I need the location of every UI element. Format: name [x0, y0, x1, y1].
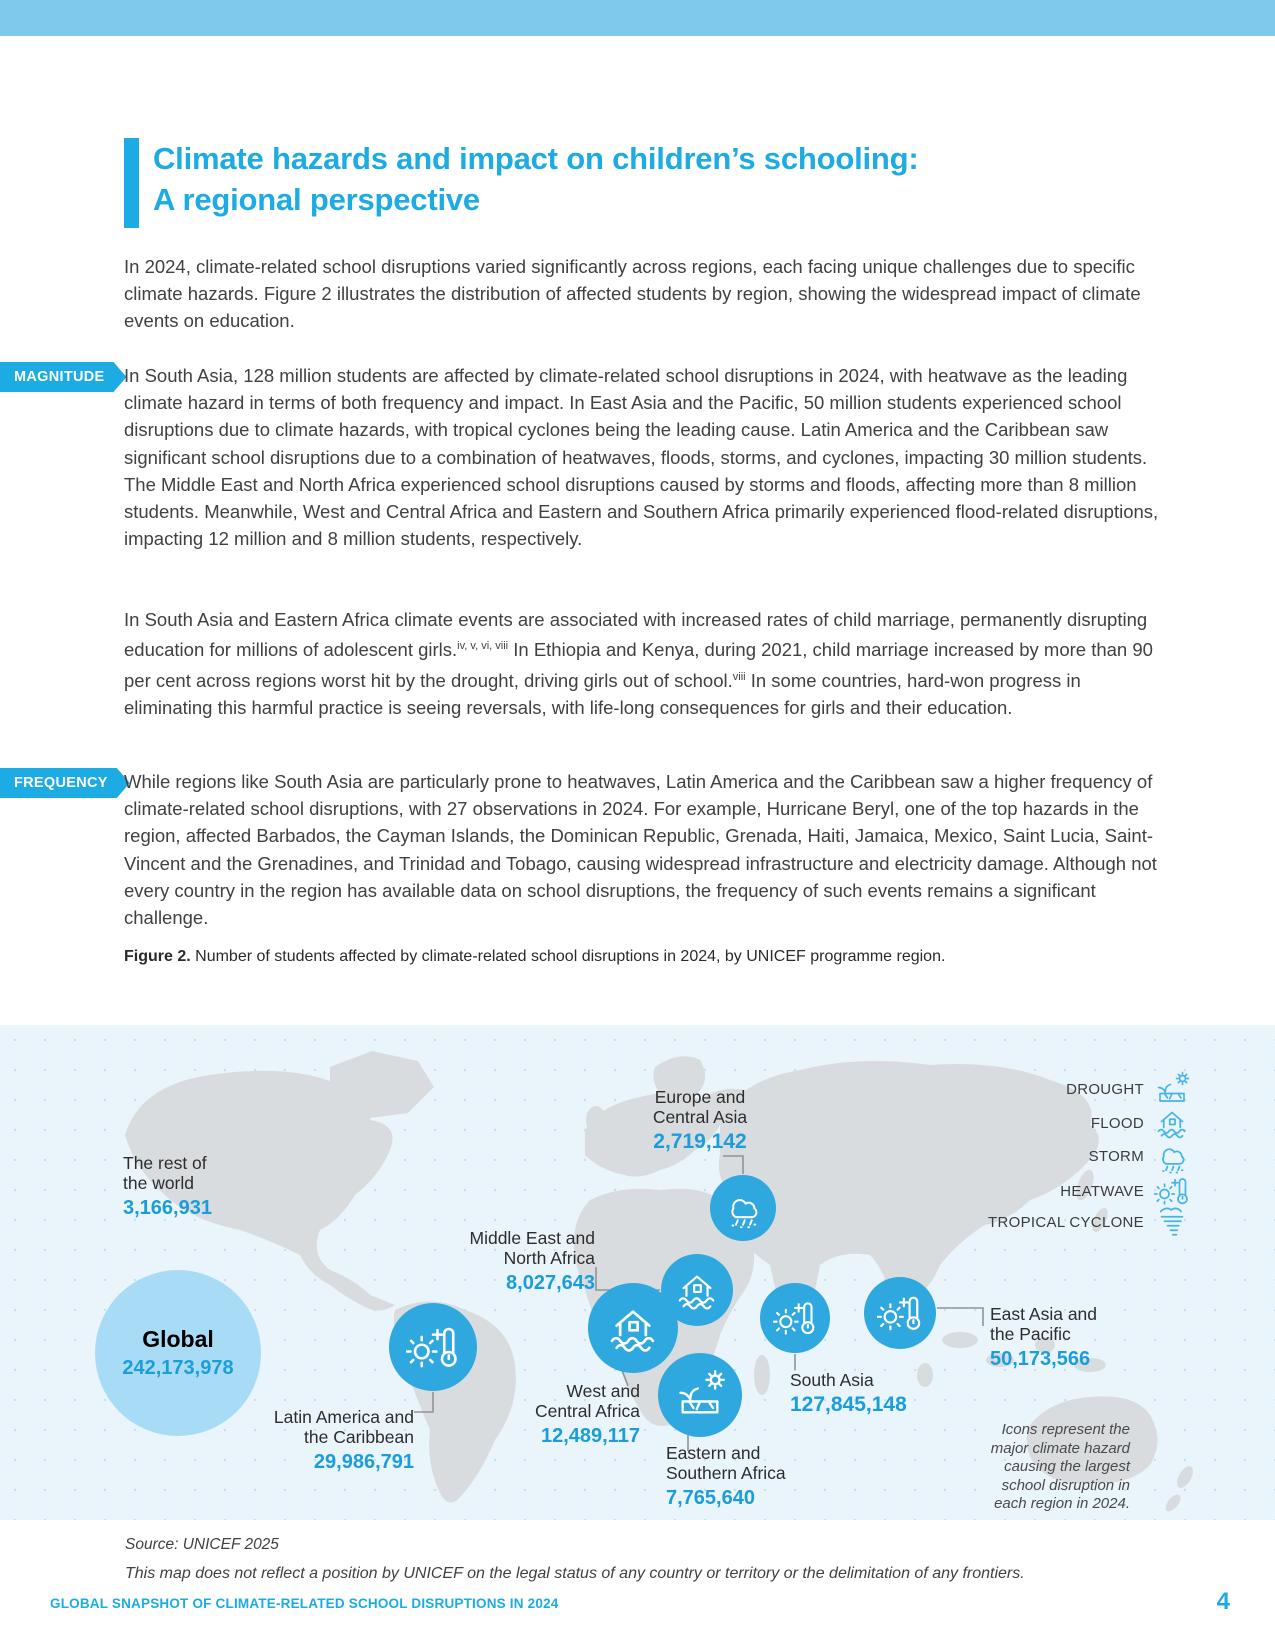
figure-caption: Figure 2. Number of students affected by… — [124, 948, 1184, 966]
tropical-cyclone-icon — [1154, 1204, 1190, 1240]
region-name: Middle East and North Africa — [469, 1228, 596, 1268]
region-name: Eastern and Southern Africa — [666, 1443, 786, 1483]
source-block: Source: UNICEF 2025 This map does not re… — [125, 1534, 1185, 1586]
region-value: 12,489,117 — [541, 1425, 640, 1447]
storm-icon — [722, 1187, 764, 1229]
page-number: 4 — [1216, 1588, 1230, 1615]
region-label-west-central-africa: West and Central Africa 12,489,117 — [460, 1381, 640, 1448]
region-label-south-asia: South Asia 127,845,148 — [790, 1370, 980, 1417]
legend-label: STORM — [1088, 1147, 1144, 1165]
heatwave-icon — [406, 1320, 460, 1374]
figure-caption-label: Figure 2. — [124, 948, 191, 965]
leader-line — [937, 1307, 984, 1326]
region-name: The rest of the world — [123, 1153, 207, 1193]
leader-line — [621, 1369, 629, 1387]
map-disclaimer: This map does not reflect a position by … — [125, 1565, 1025, 1582]
icons-note: Icons represent the major climate hazard… — [990, 1421, 1130, 1512]
global-value: 242,173,978 — [122, 1357, 234, 1379]
drought-icon — [1154, 1071, 1190, 1107]
citation-superscript-2: viii — [732, 670, 746, 683]
region-label-middle-east-north-africa: Middle East and North Africa 8,027,643 — [380, 1228, 596, 1295]
region-value: 50,173,566 — [990, 1348, 1091, 1370]
legend-label: FLOOD — [1090, 1114, 1144, 1132]
region-name: South Asia — [790, 1370, 874, 1390]
page-title-line1: Climate hazards and impact on children’s… — [153, 141, 919, 176]
marker-eastern-southern-africa — [658, 1353, 742, 1437]
frequency-paragraph: While regions like South Asia are partic… — [124, 771, 1157, 929]
top-accent-bar — [0, 0, 1275, 36]
marker-latin-america-caribbean — [389, 1303, 477, 1391]
legend-row-flood: FLOOD — [1091, 1106, 1190, 1140]
region-value: 7,765,640 — [666, 1487, 755, 1509]
child-marriage-part2: In Ethiopia and Kenya, during 2021, chil… — [124, 639, 1153, 691]
leader-line — [723, 1155, 744, 1174]
region-label-eastern-southern-africa: Eastern and Southern Africa 7,765,640 — [666, 1443, 856, 1510]
child-marriage-paragraph: In South Asia and Eastern Africa climate… — [124, 606, 1169, 721]
region-value: 8,027,643 — [506, 1272, 595, 1294]
child-marriage-part1: In South Asia and Eastern Africa climate… — [124, 609, 1148, 661]
marker-east-asia-pacific — [864, 1277, 936, 1349]
magnitude-paragraph: In South Asia, 128 million students are … — [124, 365, 1159, 550]
region-name: Europe and Central Asia — [652, 1087, 748, 1127]
heatwave-icon — [773, 1296, 817, 1340]
figure-map-panel: DROUGHT FLOOD STORM HEATWAVE TROPICAL CY… — [0, 1025, 1275, 1520]
storm-icon — [1154, 1138, 1190, 1174]
flood-icon — [605, 1300, 661, 1356]
title-accent-bar — [124, 138, 139, 228]
region-label-rest-of-world: The rest of the world 3,166,931 — [123, 1153, 323, 1220]
region-name: West and Central Africa — [534, 1381, 640, 1421]
legend-row-tropical-cyclone: TROPICAL CYCLONE — [988, 1205, 1190, 1239]
global-label: Global — [142, 1326, 214, 1352]
page-title-line2: A regional perspective — [153, 182, 480, 218]
legend-row-drought: DROUGHT — [1066, 1072, 1190, 1106]
source-line: Source: UNICEF 2025 — [125, 1536, 279, 1553]
legend-label: TROPICAL CYCLONE — [988, 1213, 1144, 1231]
region-name: Latin America and the Caribbean — [273, 1407, 414, 1447]
legend-row-storm: STORM — [1089, 1139, 1190, 1173]
citation-superscript-1: iv, v, vi, viii — [457, 640, 509, 653]
region-value: 2,719,142 — [653, 1130, 747, 1153]
region-name: East Asia and the Pacific — [990, 1304, 1098, 1344]
intro-paragraph: In 2024, climate-related school disrupti… — [124, 256, 1141, 332]
page-title: Climate hazards and impact on children’s… — [153, 138, 919, 228]
footer-title: GLOBAL SNAPSHOT OF CLIMATE-RELATED SCHOO… — [50, 1596, 559, 1611]
leader-line — [414, 1392, 434, 1413]
region-value: 29,986,791 — [313, 1451, 414, 1473]
marker-west-central-africa — [588, 1283, 678, 1373]
figure-caption-text: Number of students affected by climate-r… — [190, 948, 946, 965]
frequency-tag: FREQUENCY — [0, 768, 130, 798]
world-map — [125, 1051, 1193, 1512]
magnitude-tag: MAGNITUDE — [0, 362, 127, 392]
legend-label: DROUGHT — [1066, 1080, 1144, 1098]
marker-south-asia — [760, 1283, 830, 1353]
region-value: 3,166,931 — [123, 1197, 212, 1219]
legend-row-heatwave: HEATWAVE — [1060, 1174, 1190, 1208]
region-value: 127,845,148 — [790, 1393, 907, 1416]
flood-icon — [674, 1267, 720, 1313]
region-label-east-asia-pacific: East Asia and the Pacific 50,173,566 — [990, 1304, 1180, 1371]
global-total-bubble: Global 242,173,978 — [95, 1270, 261, 1436]
region-label-latin-america-caribbean: Latin America and the Caribbean 29,986,7… — [230, 1407, 414, 1474]
flood-icon — [1154, 1105, 1190, 1141]
heatwave-icon — [877, 1290, 923, 1336]
drought-icon — [674, 1369, 726, 1421]
child-marriage-part3: In some countries, hard-won progress in … — [124, 669, 1081, 718]
marker-europe-central-asia — [710, 1175, 776, 1241]
region-label-europe-central-asia: Europe and Central Asia 2,719,142 — [590, 1087, 810, 1154]
legend-label: HEATWAVE — [1060, 1182, 1144, 1200]
